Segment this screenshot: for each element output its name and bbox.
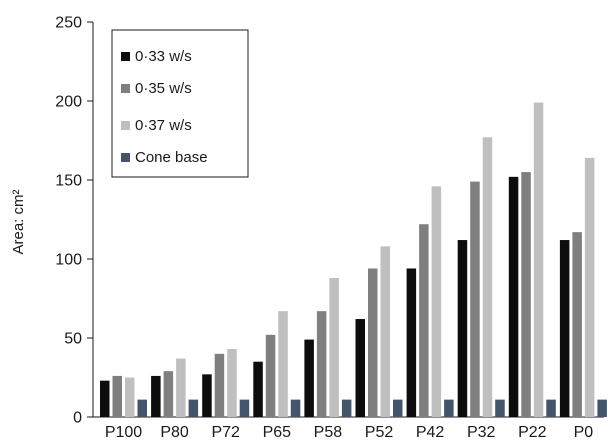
bar [457,240,468,417]
y-tick-label: 150 [55,173,82,190]
x-tick-label: P52 [365,424,394,441]
y-ticks: 0 50 100 150 200 250 [55,15,93,427]
bar [100,380,110,417]
bar [482,137,493,417]
bar [125,377,135,417]
legend: 0·33 w/s 0·35 w/s 0·37 w/s Cone base [111,29,249,178]
bar [265,334,276,417]
bar [355,319,365,417]
y-tick-label: 250 [55,15,82,32]
bar [393,399,403,417]
x-tick-label: P58 [314,424,343,441]
bar [290,399,301,417]
legend-box [111,29,249,178]
bar [163,371,174,417]
bar [253,361,263,417]
bar [572,232,582,417]
bar [202,374,212,417]
bar [559,240,570,417]
y-tick-label: 200 [55,94,82,111]
bar [304,339,314,417]
x-tick-labels: P100 P80 P72 P65 P58 P52 P42 P32 P22 P0 [105,424,593,441]
x-tick-label: P80 [160,424,189,441]
bar [341,399,352,417]
bar [112,375,122,417]
legend-swatch-cone-base [121,153,130,162]
x-tick-label: P32 [467,424,496,441]
y-tick-label: 50 [64,331,82,348]
x-tick-label: P0 [574,424,594,441]
x-tick-label: P65 [263,424,292,441]
bar [137,399,147,417]
y-axis-title: Area: cm² [10,189,27,254]
legend-label-037: 0·37 w/s [135,117,192,134]
bar [380,246,390,417]
bar [508,176,519,417]
y-tick-label: 0 [73,410,82,427]
bar [546,399,556,417]
legend-swatch-037 [121,121,130,130]
bar [584,157,595,417]
bar [495,399,505,417]
x-tick-label: P42 [416,424,445,441]
bar [176,358,186,417]
y-tick-label: 100 [55,252,82,269]
bar [419,224,429,417]
bar [431,186,442,417]
bar [368,268,378,417]
bar [278,311,288,417]
bar [316,311,327,417]
bar [521,172,531,417]
bar [533,102,544,417]
legend-label-033: 0·33 w/s [135,48,192,65]
legend-label-035: 0·35 w/s [135,80,192,97]
bar [470,181,480,417]
legend-swatch-035 [121,84,130,93]
bar [214,353,225,417]
bar [597,399,607,417]
bar [444,399,454,417]
x-tick-label: P100 [105,424,142,441]
bar [188,399,199,417]
legend-swatch-033 [121,52,130,61]
bar [151,375,161,417]
bar [239,399,250,417]
x-tick-label: P22 [518,424,547,441]
bar [406,268,417,417]
x-tick-label: P72 [211,424,240,441]
bars [100,102,607,417]
legend-label-cone-base: Cone base [135,149,208,166]
bar [329,277,339,417]
bar [227,349,237,417]
